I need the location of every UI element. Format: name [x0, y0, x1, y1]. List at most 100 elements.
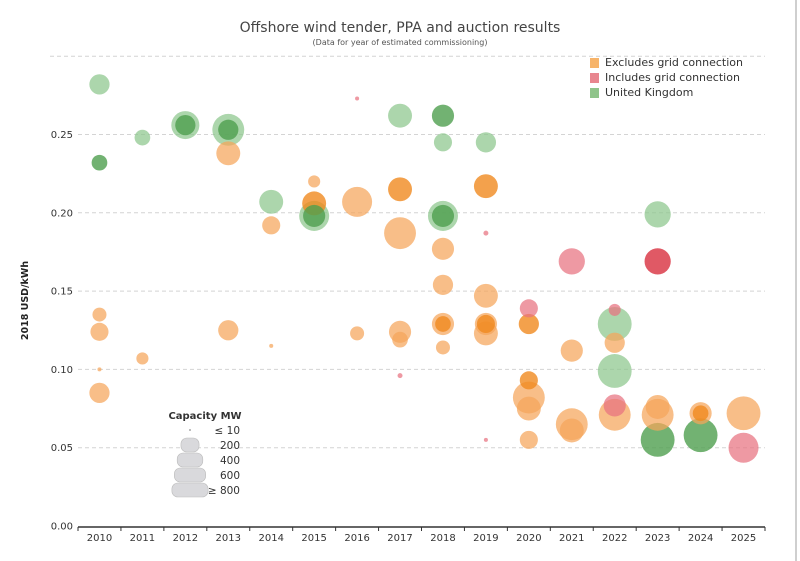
x-tick-label: 2020 [516, 533, 541, 544]
bubble-uk [134, 129, 151, 146]
size-legend-marker [189, 429, 191, 431]
bubble-exc [519, 430, 538, 449]
size-legend-label: 400 [220, 455, 240, 467]
bubble-exc [476, 314, 495, 334]
bubble-uk [433, 133, 453, 152]
y-tick-label: 0.00 [51, 522, 73, 533]
x-tick-label: 2011 [130, 533, 155, 544]
size-legend-label: 600 [220, 470, 240, 482]
bubble-exc [218, 320, 239, 341]
bubble-exc [560, 339, 583, 362]
bubble-uk [431, 104, 455, 127]
color-legend: Excludes grid connection Includes grid c… [590, 55, 743, 100]
x-tick-label: 2019 [473, 533, 498, 544]
bubble-exc [262, 216, 281, 235]
bubble-uk [597, 307, 632, 341]
bubble-exc [516, 396, 541, 421]
x-tick-label: 2023 [645, 533, 670, 544]
legend-item-united-kingdom[interactable]: United Kingdom [590, 85, 743, 100]
bubble-uk [388, 103, 413, 128]
bubble-exc [519, 371, 538, 390]
size-legend-marker [171, 482, 209, 498]
bubble-uk [91, 154, 108, 171]
bubble-exc [89, 382, 110, 404]
size-legend-title: Capacity MW [168, 411, 241, 422]
bubble-inc [483, 437, 488, 442]
bubble-exc [350, 326, 365, 341]
bubble-exc [392, 331, 408, 348]
bubble-uk [259, 189, 284, 214]
bubble-uk [89, 74, 110, 95]
bubble-exc [559, 418, 584, 443]
bubble-exc [604, 332, 625, 353]
x-tick-label: 2025 [731, 533, 756, 544]
bubble-inc [644, 248, 671, 275]
legend-label: Excludes grid connection [605, 56, 743, 69]
x-tick-label: 2015 [301, 533, 326, 544]
legend-item-excludes-grid[interactable]: Excludes grid connection [590, 55, 743, 70]
bubble-exc [90, 322, 109, 341]
bubble-exc [432, 274, 454, 295]
bubble-exc [216, 141, 241, 166]
bubble-inc [608, 303, 621, 316]
bubble-inc [728, 432, 759, 463]
x-tick-label: 2010 [87, 533, 112, 544]
bubble-inc [483, 230, 489, 236]
size-legend-label: ≥ 800 [208, 485, 240, 497]
y-tick-label: 0.10 [51, 365, 73, 376]
size-legend-marker [174, 467, 206, 483]
legend-label: Includes grid connection [605, 71, 740, 84]
y-tick-label: 0.15 [51, 287, 73, 298]
y-tick-label: 0.25 [51, 130, 73, 141]
bubble-exc [431, 237, 455, 260]
legend-label: United Kingdom [605, 86, 694, 99]
bubble-uk [431, 204, 455, 228]
bubble-uk [475, 132, 497, 153]
bubble-uk [683, 418, 718, 453]
bubble-exc [435, 340, 450, 355]
bubble-exc [342, 186, 373, 217]
window-border [795, 0, 797, 561]
bubble-exc [97, 367, 102, 372]
x-tick-label: 2012 [173, 533, 198, 544]
x-tick-label: 2022 [602, 533, 627, 544]
x-tick-label: 2021 [559, 533, 584, 544]
bubble-uk [175, 114, 196, 136]
bubble-uk [640, 422, 675, 457]
bubble-exc [473, 283, 498, 308]
bubble-exc [518, 313, 539, 335]
bubble-exc [435, 316, 451, 332]
size-legend-label: 200 [220, 440, 240, 452]
bubble-inc [355, 96, 360, 101]
size-legend-marker [176, 452, 204, 468]
bubble-exc [473, 174, 498, 199]
bubble-exc [692, 405, 709, 422]
bubble-uk [303, 204, 326, 228]
legend-swatch [590, 87, 599, 98]
bubble-inc [519, 299, 538, 318]
chart-subtitle: (Data for year of estimated commissionin… [312, 38, 488, 47]
bubble-exc [308, 175, 321, 188]
legend-item-includes-grid[interactable]: Includes grid connection [590, 70, 743, 85]
y-tick-label: 0.05 [51, 443, 73, 454]
size-legend-label: ≤ 10 [215, 425, 241, 437]
bubble-inc [558, 248, 585, 275]
bubble-uk [597, 354, 632, 388]
x-tick-label: 2014 [258, 533, 283, 544]
x-tick-label: 2024 [688, 533, 713, 544]
bubble-exc [388, 177, 413, 202]
bubble-inc [397, 373, 403, 379]
bubble-inc [603, 394, 626, 417]
bubble-uk [218, 119, 239, 140]
x-tick-label: 2016 [344, 533, 369, 544]
x-tick-label: 2013 [216, 533, 241, 544]
size-legend-marker [180, 437, 200, 453]
bubble-uk [644, 201, 671, 228]
bubble-exc [645, 395, 670, 419]
legend-swatch [590, 72, 599, 83]
x-tick-label: 2017 [387, 533, 412, 544]
chart-title: Offshore wind tender, PPA and auction re… [239, 20, 561, 36]
y-tick-label: 0.20 [51, 208, 73, 219]
bubble-exc [92, 307, 107, 322]
